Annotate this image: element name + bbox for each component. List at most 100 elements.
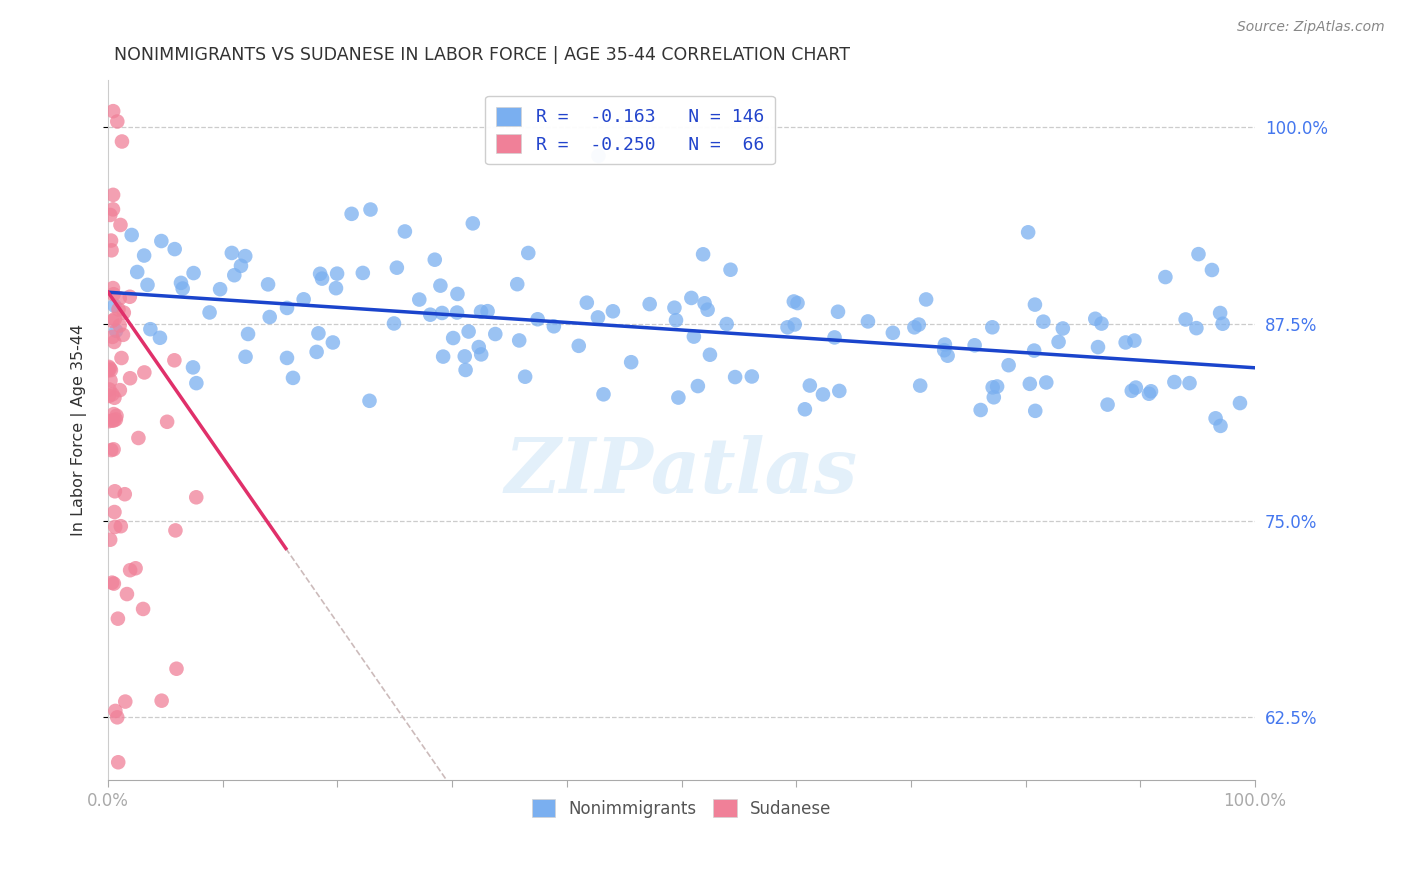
Point [1125,381,1147,395]
Point [236,326,259,341]
Point [100,443,122,458]
Point [107,756,129,770]
Point [461,216,484,230]
Point [97,414,120,428]
Point [786,296,808,310]
Point [1024,297,1046,311]
Point [799,378,821,392]
Point [1024,404,1046,418]
Point [101,187,124,202]
Point [186,376,208,391]
Point [915,293,938,307]
Point [360,202,382,217]
Point [513,369,536,384]
Point [108,318,131,333]
Point [134,366,156,380]
Point [1017,225,1039,239]
Point [454,350,477,364]
Point [446,287,468,301]
Point [446,305,468,319]
Point [586,310,609,325]
Point [307,326,329,341]
Point [1035,376,1057,390]
Point [1137,386,1160,401]
Point [101,281,124,295]
Point [311,271,333,285]
Point [432,350,454,364]
Point [824,330,846,344]
Point [136,277,159,292]
Point [783,318,806,332]
Point [165,524,187,538]
Point [198,305,221,319]
Point [150,234,173,248]
Point [506,277,529,292]
Point [111,327,134,342]
Point [209,282,232,296]
Point [149,331,172,345]
Point [229,259,252,273]
Point [233,249,256,263]
Point [235,350,257,364]
Point [699,348,721,362]
Point [720,262,742,277]
Point [664,301,686,315]
Point [856,314,879,328]
Point [620,355,643,369]
Point [693,296,716,310]
Point [981,380,1004,394]
Point [776,320,799,334]
Point [1032,315,1054,329]
Point [1187,247,1209,261]
Point [103,299,125,313]
Point [382,317,405,331]
Point [101,314,124,328]
Point [103,407,125,421]
Point [108,383,131,397]
Point [181,360,204,375]
Point [454,363,477,377]
Point [101,387,124,401]
Point [166,662,188,676]
Point [118,290,141,304]
Point [1154,270,1177,285]
Point [309,267,332,281]
Point [107,302,129,317]
Point [112,305,135,319]
Point [105,409,128,423]
Point [1212,317,1234,331]
Point [429,278,451,293]
Point [827,304,849,318]
Text: NONIMMIGRANTS VS SUDANESE IN LABOR FORCE | AGE 35-44 CORRELATION CHART: NONIMMIGRANTS VS SUDANESE IN LABOR FORCE… [114,46,849,64]
Point [100,363,122,377]
Text: ZIPatlas: ZIPatlas [505,435,858,509]
Point [724,370,747,384]
Point [163,353,186,368]
Point [882,326,904,340]
Point [101,575,124,590]
Point [276,301,298,315]
Point [1163,375,1185,389]
Point [1052,321,1074,335]
Point [121,227,143,242]
Point [103,334,125,349]
Point [793,402,815,417]
Point [98,533,121,547]
Point [983,390,1005,404]
Point [100,244,122,258]
Point [903,320,925,334]
Point [665,313,688,327]
Point [97,363,120,377]
Point [104,484,127,499]
Point [103,391,125,405]
Point [1047,334,1070,349]
Point [638,297,661,311]
Point [696,302,718,317]
Point [322,335,344,350]
Point [325,281,347,295]
Point [97,359,120,374]
Point [1121,384,1143,398]
Point [1097,398,1119,412]
Point [104,412,127,426]
Point [100,234,122,248]
